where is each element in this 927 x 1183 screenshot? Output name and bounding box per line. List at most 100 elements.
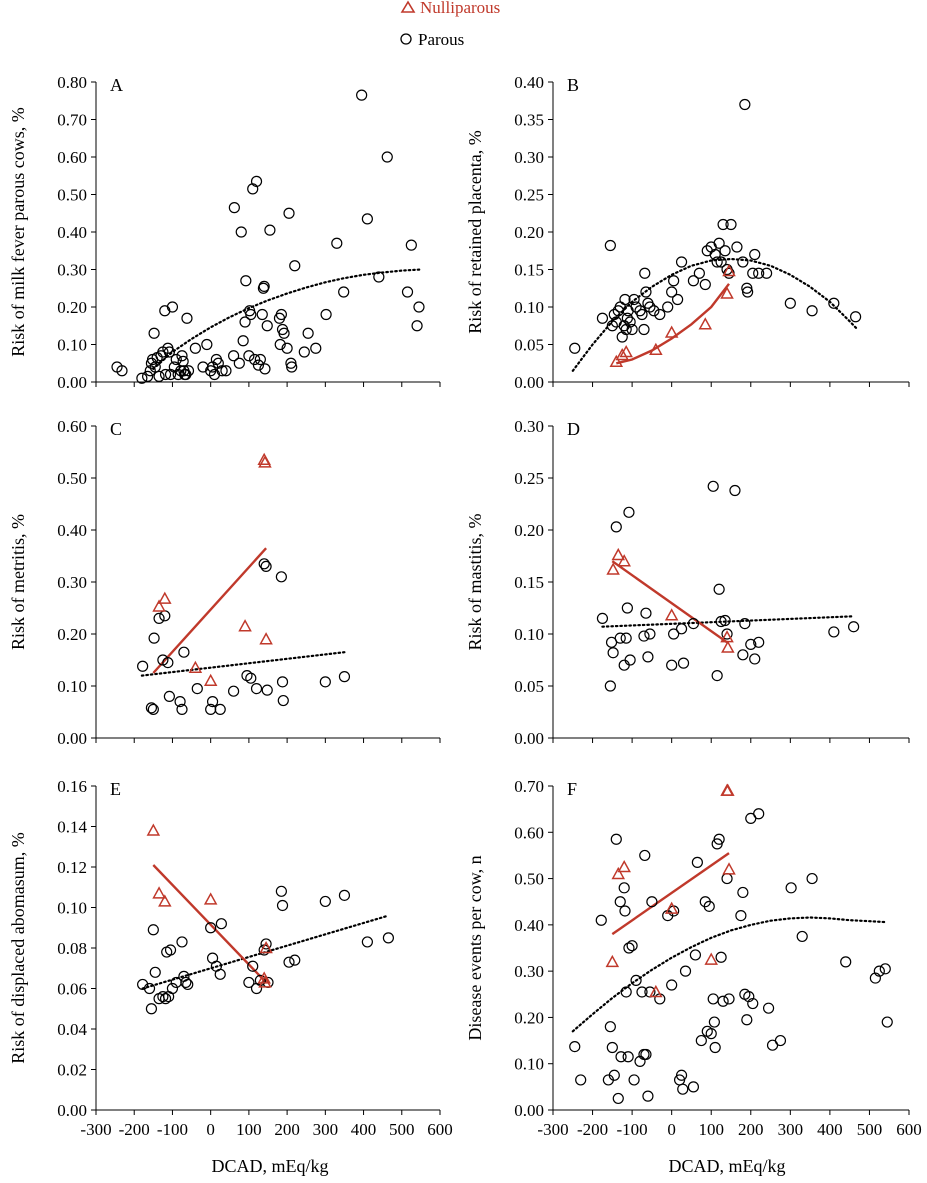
nulliparous-point bbox=[649, 342, 663, 355]
y-tick-label: 0.80 bbox=[57, 73, 87, 92]
nulliparous-point bbox=[720, 286, 734, 299]
y-tick-label: 0.25 bbox=[514, 186, 544, 205]
parous-point bbox=[840, 956, 852, 968]
parous-point bbox=[612, 1092, 624, 1105]
parous-point bbox=[622, 1051, 634, 1063]
parous-point bbox=[157, 990, 169, 1003]
panel-letter-c: C bbox=[110, 419, 122, 439]
nulliparous-point bbox=[146, 823, 161, 836]
parous-point bbox=[214, 968, 226, 980]
parous-point bbox=[642, 651, 654, 663]
parous-point bbox=[608, 1069, 620, 1081]
parous-point bbox=[619, 293, 631, 306]
parous-point bbox=[147, 703, 159, 716]
parous-point bbox=[737, 256, 749, 268]
parous-point bbox=[630, 974, 642, 987]
parous-point bbox=[715, 951, 727, 963]
parous-point bbox=[260, 560, 272, 573]
parous-point bbox=[677, 657, 690, 669]
parous-point bbox=[274, 338, 286, 351]
parous-point bbox=[163, 346, 175, 358]
panel-a: 0.00 0.10 0.20 0.30 0.40 0.50 0.60 0.70 0.80 Risk… bbox=[8, 73, 441, 392]
x-tick-label: -100 bbox=[617, 1120, 648, 1139]
parous-point bbox=[753, 636, 765, 648]
y-tick-label: 0.40 bbox=[514, 73, 544, 92]
nulliparous-fit-line-d bbox=[611, 560, 728, 644]
parous-point bbox=[616, 331, 628, 343]
parous-point bbox=[666, 979, 678, 991]
parous-point bbox=[174, 695, 186, 708]
parous-point bbox=[261, 684, 273, 696]
parous-point bbox=[261, 320, 273, 332]
parous-point bbox=[142, 370, 154, 382]
parous-point bbox=[338, 671, 351, 683]
y-tick-label: 0.20 bbox=[57, 298, 87, 317]
parous-point bbox=[624, 654, 636, 666]
parous-point bbox=[319, 676, 331, 688]
parous-point bbox=[618, 882, 630, 894]
nulliparous-point bbox=[257, 971, 271, 984]
parous-point bbox=[401, 286, 414, 298]
parous-point bbox=[679, 965, 692, 977]
parous-point bbox=[164, 944, 177, 956]
y-tick-label: 0.60 bbox=[514, 823, 544, 842]
y-tick-label: 0.10 bbox=[57, 677, 87, 696]
nulliparous-point bbox=[611, 547, 626, 561]
y-axis-title-e: Risk of displaced abomasum, % bbox=[8, 832, 28, 1063]
parous-point bbox=[163, 690, 175, 703]
panels: 0.00 0.10 0.20 0.30 0.40 0.50 0.60 0.70 0.80 Risk… bbox=[8, 73, 922, 1139]
parous-point bbox=[784, 297, 796, 309]
parous-point bbox=[178, 646, 190, 658]
parous-point bbox=[640, 286, 652, 298]
y-axis-title-a: Risk of milk fever parous cows, % bbox=[8, 107, 28, 356]
nulliparous-point bbox=[203, 892, 218, 905]
nulliparous-point bbox=[698, 317, 713, 330]
y-tick-label: 0.08 bbox=[57, 939, 87, 958]
parous-point bbox=[153, 612, 165, 625]
nulliparous-point bbox=[152, 886, 166, 899]
parous-point bbox=[828, 626, 840, 638]
y-tick-label: 0.70 bbox=[57, 111, 87, 130]
parous-point bbox=[233, 357, 245, 369]
panel-letter-f: F bbox=[567, 779, 577, 799]
x-tick-label: 100 bbox=[236, 1120, 262, 1139]
nulliparous-point bbox=[720, 630, 734, 643]
y-tick-label: 0.00 bbox=[57, 1101, 87, 1120]
panel-c: 0.00 0.10 0.20 0.30 0.40 0.50 0.60 Risk of metr… bbox=[8, 417, 441, 748]
parous-point bbox=[176, 703, 188, 716]
legend-parous-marker bbox=[400, 33, 412, 45]
parous-point bbox=[626, 323, 638, 336]
parous-point bbox=[708, 1016, 720, 1028]
parous-point bbox=[181, 312, 193, 324]
y-tick-label: 0.10 bbox=[514, 1055, 544, 1074]
parous-fit-line-a bbox=[152, 268, 422, 370]
x-tick-label: 300 bbox=[778, 1120, 804, 1139]
x-tick-label: 200 bbox=[738, 1120, 764, 1139]
parous-point bbox=[849, 311, 862, 323]
x-tick-label: 0 bbox=[206, 1120, 215, 1139]
parous-point bbox=[636, 986, 648, 998]
x-tick-label: 400 bbox=[817, 1120, 843, 1139]
parous-point bbox=[785, 882, 797, 894]
parous-point bbox=[624, 316, 636, 328]
parous-point bbox=[607, 647, 619, 659]
parous-point bbox=[626, 940, 638, 952]
nulliparous-point bbox=[664, 608, 679, 621]
parous-point bbox=[170, 353, 182, 366]
parous-point bbox=[180, 976, 192, 989]
y-tick-label: 0.50 bbox=[57, 186, 87, 205]
parous-point bbox=[162, 656, 174, 669]
parous-point bbox=[737, 886, 749, 899]
parous-point bbox=[245, 672, 257, 684]
nulliparous-fit-line-e bbox=[152, 864, 267, 984]
parous-point bbox=[596, 612, 609, 625]
parous-point bbox=[298, 346, 310, 358]
parous-point bbox=[381, 151, 393, 163]
parous-point bbox=[286, 361, 298, 373]
parous-point bbox=[707, 993, 719, 1005]
parous-point bbox=[228, 350, 240, 362]
parous-point bbox=[639, 849, 651, 862]
parous-point bbox=[717, 218, 729, 231]
nulliparous-point bbox=[258, 975, 272, 988]
y-tick-label: 0.00 bbox=[57, 729, 87, 748]
